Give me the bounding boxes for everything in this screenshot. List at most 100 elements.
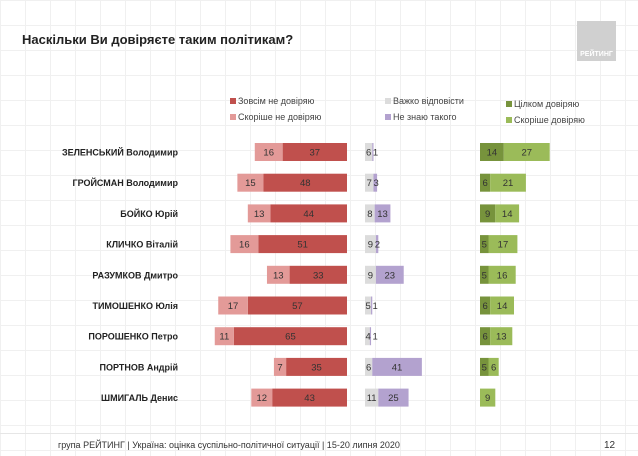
- data-label: 14: [487, 148, 498, 159]
- data-label: 14: [502, 209, 513, 220]
- data-label: 13: [377, 209, 388, 220]
- data-label: 1: [372, 332, 377, 343]
- bar-hard-to-say: [365, 388, 379, 407]
- bar-rather-trust: [503, 143, 550, 161]
- data-label: 41: [392, 362, 403, 373]
- bar-strongly-distrust: [289, 265, 347, 284]
- bar-hard-to-say: [365, 143, 373, 161]
- bar-strongly-distrust: [263, 173, 347, 192]
- bar-hard-to-say: [365, 357, 373, 376]
- category-label: РАЗУМКОВ Дмитро: [92, 270, 178, 280]
- data-label: 35: [311, 362, 322, 373]
- category-label: ЗЕЛЕНСЬКИЙ Володимир: [62, 147, 179, 158]
- legend-label: Скоріше довіряю: [514, 115, 585, 125]
- data-label: 33: [313, 270, 324, 281]
- data-label: 6: [482, 332, 487, 343]
- bar-fully-trust: [480, 265, 489, 284]
- bar-fully-trust: [480, 173, 491, 192]
- category-label: КЛИЧКО Віталій: [106, 240, 178, 250]
- data-label: 6: [482, 301, 487, 312]
- bar-rather-trust: [480, 388, 496, 407]
- data-label: 3: [373, 178, 378, 189]
- bar-rather-trust: [495, 204, 520, 223]
- bar-strongly-distrust: [258, 235, 347, 254]
- data-label: 8: [367, 209, 372, 220]
- logo: РЕЙТИНГ: [577, 21, 616, 61]
- data-label: 65: [285, 332, 296, 343]
- legend-label: Важко відповісти: [393, 96, 464, 106]
- data-label: 17: [228, 301, 239, 312]
- data-label: 7: [277, 362, 282, 373]
- bar-rather-distrust: [247, 204, 271, 223]
- data-label: 13: [496, 332, 507, 343]
- bar-rather-trust: [488, 265, 516, 284]
- legend-label: Цілком довіряю: [514, 99, 579, 109]
- bar-dont-know: [375, 265, 404, 284]
- bar-fully-trust: [480, 296, 491, 315]
- page-number: 12: [604, 440, 616, 451]
- data-label: 5: [482, 362, 487, 373]
- bar-rather-trust: [490, 327, 513, 346]
- data-label: 12: [256, 393, 267, 404]
- data-label: 16: [497, 270, 508, 281]
- bar-dont-know: [375, 235, 379, 254]
- bar-strongly-distrust: [282, 143, 347, 161]
- category-label: ГРОЙСМАН Володимир: [72, 177, 178, 188]
- bar-dont-know: [369, 327, 372, 346]
- bar-rather-distrust: [237, 173, 264, 192]
- data-label: 6: [366, 362, 371, 373]
- data-label: 21: [503, 178, 514, 189]
- data-label: 7: [367, 178, 372, 189]
- bar-strongly-distrust: [272, 388, 347, 407]
- data-label: 16: [263, 148, 274, 159]
- data-label: 9: [485, 209, 490, 220]
- bar-rather-trust: [488, 235, 518, 254]
- data-label: 4: [366, 332, 371, 343]
- bar-hard-to-say: [365, 235, 376, 254]
- legend-swatch: [385, 114, 391, 120]
- bar-hard-to-say: [365, 265, 376, 284]
- bar-fully-trust: [480, 327, 491, 346]
- data-label: 9: [368, 240, 373, 251]
- bar-dont-know: [372, 143, 374, 161]
- data-label: 25: [388, 393, 399, 404]
- bar-fully-trust: [480, 235, 489, 254]
- data-label: 57: [292, 301, 303, 312]
- data-label: 43: [304, 393, 315, 404]
- bar-rather-trust: [490, 296, 514, 315]
- bar-dont-know: [373, 173, 378, 192]
- data-label: 9: [485, 393, 490, 404]
- data-label: 14: [497, 301, 508, 312]
- legend-swatch: [230, 114, 236, 120]
- data-label: 5: [366, 301, 371, 312]
- data-label: 1: [373, 148, 378, 159]
- bar-hard-to-say: [365, 327, 370, 346]
- data-label: 48: [300, 178, 311, 189]
- bar-rather-trust: [488, 357, 499, 376]
- data-label: 15: [245, 178, 256, 189]
- legend-label: Зовсім не довіряю: [238, 96, 315, 106]
- data-label: 13: [254, 209, 265, 220]
- category-label: ТИМОШЕНКО Юлія: [92, 301, 178, 311]
- category-label: ШМИГАЛЬ Денис: [101, 393, 178, 403]
- data-label: 2: [375, 240, 380, 251]
- footer-text: група РЕЙТИНГ | Україна: оцінка суспільн…: [58, 440, 400, 450]
- bar-dont-know: [374, 204, 391, 223]
- legend-swatch: [506, 101, 512, 107]
- legend-swatch: [230, 98, 236, 104]
- data-label: 6: [491, 362, 496, 373]
- bar-rather-distrust: [214, 327, 234, 346]
- bar-rather-distrust: [254, 143, 283, 161]
- data-label: 27: [521, 148, 532, 159]
- data-label: 51: [297, 240, 308, 251]
- data-label: 17: [498, 240, 509, 251]
- bar-rather-distrust: [230, 235, 259, 254]
- bar-fully-trust: [480, 143, 504, 161]
- data-label: 13: [273, 270, 284, 281]
- chart-title: Наскільки Ви довіряєте таким політикам?: [22, 32, 294, 47]
- category-label: ПОРОШЕНКО Петро: [88, 332, 178, 342]
- legend-label: Не знаю такого: [393, 112, 457, 122]
- bar-hard-to-say: [365, 296, 372, 315]
